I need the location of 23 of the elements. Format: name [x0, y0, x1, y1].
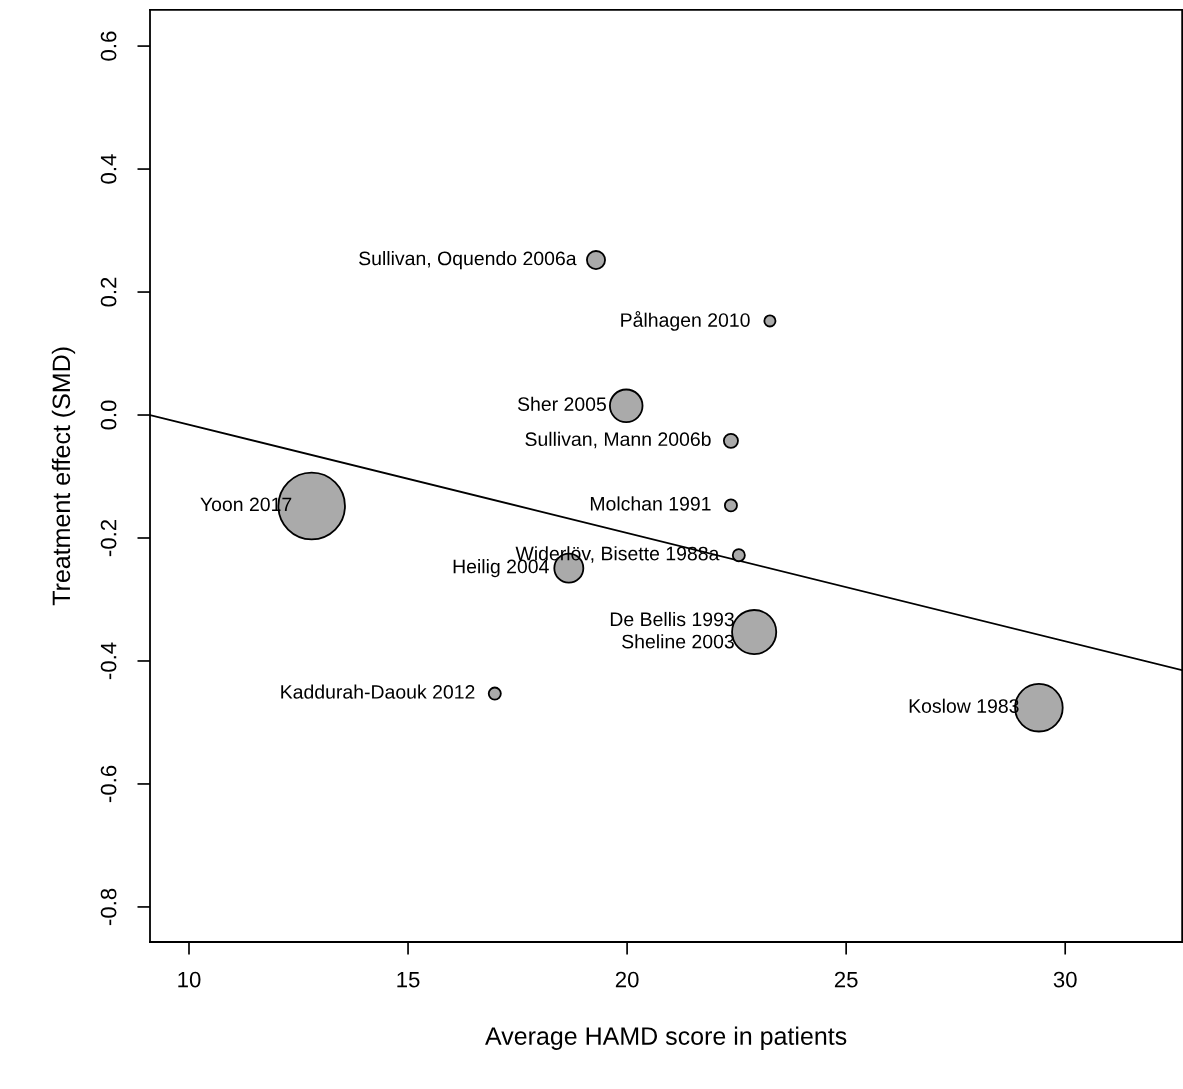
annotation: Pålhagen 2010	[621, 311, 750, 331]
x-tick-label: 25	[834, 971, 858, 988]
y-tick-label: 0.4	[100, 154, 117, 184]
y-tick-label: 0.0	[100, 400, 117, 430]
x-axis-title: Average HAMD score in patients	[485, 1026, 847, 1050]
annotation: Sullivan, Mann 2006b	[525, 431, 711, 449]
x-tick-label: 15	[397, 971, 420, 988]
x-tick-label: 30	[1053, 971, 1077, 988]
annotation: Sullivan, Oquendo 2006a	[359, 251, 577, 270]
annotation: Sheline 2003	[622, 634, 734, 649]
annotation: Kaddurah-Daouk 2012	[281, 684, 475, 699]
annotation: Molchan 1991	[590, 496, 711, 511]
annotation: De Bellis 1993	[610, 611, 734, 627]
y-tick-label: -0.4	[100, 642, 117, 680]
x-tick-label: 10	[178, 971, 201, 988]
annotation: Sher 2005	[517, 396, 606, 412]
y-tick-label: -0.8	[100, 888, 117, 926]
y-axis-title: Treatment effect (SMD)	[51, 347, 76, 606]
y-tick-label: -0.6	[100, 765, 117, 803]
x-tick-label: 20	[615, 971, 639, 988]
y-tick-label: 0.2	[100, 277, 117, 307]
y-tick-label: 0.6	[100, 31, 117, 61]
y-tick-label: -0.2	[100, 519, 117, 557]
